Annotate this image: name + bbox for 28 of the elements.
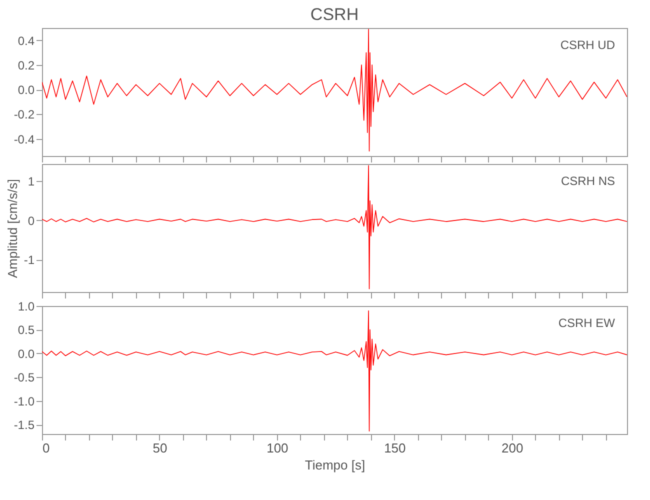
chart-title: CSRH: [310, 5, 359, 24]
line-series: [42, 28, 627, 152]
y-tick-label: 0.5: [18, 323, 35, 338]
line-series: [42, 165, 627, 290]
x-axis-title: Tiempo [s]: [304, 458, 366, 472]
x-tick-label: 0: [42, 440, 50, 456]
y-tick-label: -0.2: [14, 108, 35, 122]
y-tick-label: -0.5: [14, 370, 35, 385]
y-tick-label: -1: [24, 253, 35, 268]
x-tick-label: 100: [266, 440, 288, 456]
x-tick-label: 200: [502, 440, 524, 456]
x-tick-label: 50: [152, 440, 168, 456]
y-tick-label: -0.4: [14, 132, 35, 146]
y-tick-label: 0.2: [18, 58, 35, 72]
annotation: CSRH NS: [560, 174, 615, 188]
y-tick-label: 0.0: [18, 83, 35, 98]
y-tick-label: -1.5: [14, 418, 35, 432]
y-tick-label: 0.0: [18, 346, 35, 361]
line-series: [42, 310, 627, 432]
y-tick-label: -1.0: [14, 394, 35, 408]
y-tick-label: 1.0: [18, 300, 35, 314]
x-tick-label: 150: [384, 440, 406, 456]
y-tick-label: 0.4: [18, 34, 35, 48]
annotation: CSRH UD: [560, 38, 616, 52]
y-tick-label: 0: [28, 214, 35, 228]
annotation: CSRH EW: [558, 316, 616, 330]
y-axis-title: Amplitud [cm/s/s]: [4, 179, 20, 278]
y-tick-label: 1: [28, 174, 35, 189]
